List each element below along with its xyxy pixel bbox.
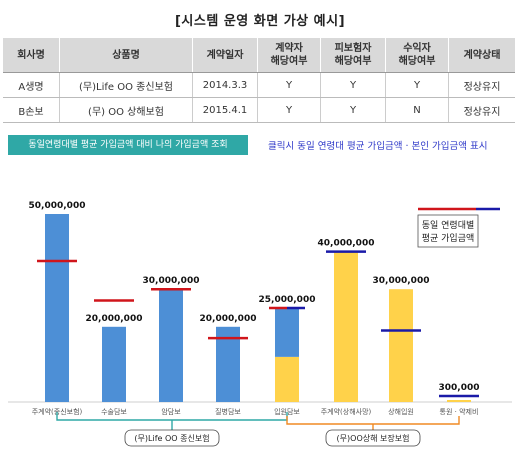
cell-company: B손보	[3, 97, 60, 123]
col-header-beneficiary: 수익자 해당여부	[385, 38, 449, 73]
col-header-contractor: 계약자 해당여부	[257, 38, 321, 73]
cell-insured: Y	[320, 72, 386, 98]
cell-status: 정상유지	[448, 97, 515, 123]
category-tick-label: 암담보	[161, 407, 181, 416]
bar-value-label: 40,000,000	[318, 239, 375, 249]
cell-status: 정상유지	[448, 72, 515, 98]
cell-beneficiary: N	[385, 97, 449, 123]
bar-segment-life	[275, 308, 299, 357]
category-tick-label: 질병담보	[215, 407, 241, 416]
bar-value-label: 50,000,000	[29, 201, 86, 211]
bar	[45, 214, 69, 402]
cell-contractor: Y	[257, 72, 321, 98]
bar	[389, 289, 413, 402]
bar-value-label: 300,000	[439, 383, 480, 393]
category-tick-label: 주계약(종신보험)	[32, 407, 83, 416]
legend-label-line1: 동일 연령대별	[422, 219, 475, 231]
category-tick-label: 입원담보	[274, 407, 300, 416]
col-header-date: 계약일자	[192, 38, 258, 73]
bar-value-label: 30,000,000	[373, 276, 430, 286]
category-tick-label: 상해입원	[388, 407, 414, 416]
cell-product: (무)Life OO 종신보험	[59, 72, 193, 98]
cell-date: 2014.3.3	[192, 72, 258, 98]
cell-beneficiary: Y	[385, 72, 449, 98]
chart-legend: 동일 연령대별 평균 가입금액	[417, 207, 500, 248]
cell-contractor: Y	[257, 97, 321, 123]
table-row[interactable]: A생명 (무)Life OO 종신보험 2014.3.3 Y Y Y 정상유지	[3, 72, 515, 98]
bar-value-label: 25,000,000	[259, 295, 316, 305]
cell-company: A생명	[3, 72, 60, 98]
group-label-box	[124, 429, 220, 447]
legend-box	[417, 214, 479, 248]
group-label: (무)OO상해 보장보험	[337, 433, 410, 443]
click-hint-text: 클릭시 동일 연령대 평균 가입금액 · 본인 가입금액 표시	[268, 141, 488, 152]
col-header-insured: 피보험자 해당여부	[320, 38, 386, 73]
category-tick-label: 주계약(상해사망)	[321, 407, 372, 416]
compare-average-button[interactable]: 동일연령대별 평균 가입금액 대비 나의 가입금액 조회	[8, 135, 248, 155]
bar	[159, 289, 183, 402]
table-row[interactable]: B손보 (무) OO 상해보험 2015.4.1 Y Y N 정상유지	[3, 97, 515, 123]
cell-insured: Y	[320, 97, 386, 123]
chart-bars: 50,000,000 주계약(종신보험) 20,000,000 수술담보 30,000,…	[29, 201, 480, 416]
group-label-box	[325, 429, 421, 447]
cell-product: (무) OO 상해보험	[59, 97, 193, 123]
contract-table: 회사명 상품명 계약일자 계약자 해당여부 피보험자 해당여부 수익자 해당여부…	[3, 38, 515, 123]
bar	[102, 326, 126, 402]
col-header-company: 회사명	[3, 38, 60, 73]
table-header-row: 회사명 상품명 계약일자 계약자 해당여부 피보험자 해당여부 수익자 해당여부…	[3, 38, 515, 73]
col-header-product: 상품명	[59, 38, 193, 73]
chart-group-brackets: (무)Life OO 종신보험 (무)OO상해 보장보험	[56, 412, 460, 447]
legend-label-line2: 평균 가입금액	[422, 232, 475, 244]
col-header-status: 계약상태	[448, 38, 515, 73]
category-tick-label: 수술담보	[101, 407, 127, 416]
bar-value-label: 20,000,000	[200, 314, 257, 324]
bar-value-label: 20,000,000	[86, 314, 143, 324]
cell-date: 2015.4.1	[192, 97, 258, 123]
page-title: [시스템 운영 화면 가상 예시]	[174, 14, 346, 29]
bar-segment-nonlife	[275, 356, 299, 402]
group-bracket	[286, 416, 460, 425]
bar	[447, 400, 471, 402]
bar-value-label: 30,000,000	[143, 276, 200, 286]
category-tick-label: 통원 · 약제비	[440, 407, 479, 416]
group-label: (무)Life OO 종신보험	[134, 434, 209, 443]
bar	[216, 326, 240, 402]
coverage-chart: 동일 연령대별 평균 가입금액 50,000,000 주계약(종신보험) 20,00…	[8, 201, 512, 447]
bar	[334, 251, 358, 402]
